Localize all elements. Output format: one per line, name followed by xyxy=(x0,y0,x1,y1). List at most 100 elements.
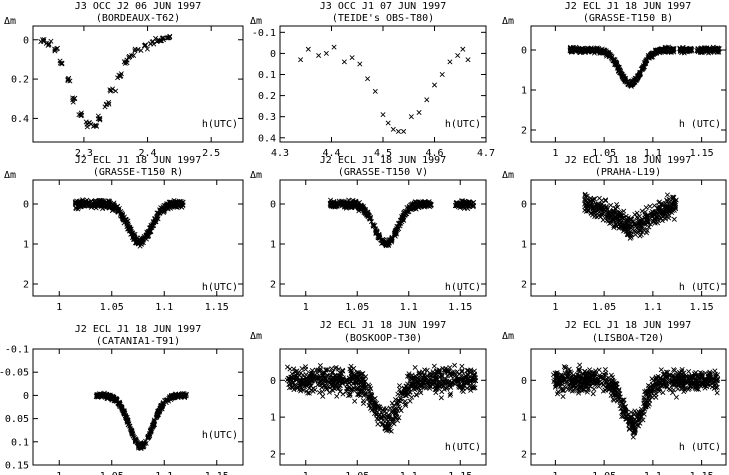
data-point xyxy=(385,120,391,126)
data-point xyxy=(715,48,721,54)
data-point xyxy=(73,206,79,212)
x-tick-label: 1.05 xyxy=(592,302,616,313)
x-tick-label: 4.6 xyxy=(425,148,443,159)
data-point xyxy=(664,192,670,198)
y-tick-label: 0 xyxy=(270,49,276,60)
panel-subtitle: (GRASSE-T150 R) xyxy=(93,167,183,178)
y-tick-label: 2 xyxy=(270,449,276,460)
data-point xyxy=(380,239,386,245)
y-tick-label: 1 xyxy=(521,240,527,251)
data-point xyxy=(699,46,705,52)
data-point xyxy=(605,50,611,56)
data-point xyxy=(385,242,391,248)
data-point xyxy=(359,204,365,210)
y-axis-label: Δm xyxy=(250,170,262,181)
data-point xyxy=(577,49,583,55)
y-tick-label: 0 xyxy=(23,391,29,402)
data-point xyxy=(358,204,364,210)
data-point xyxy=(704,45,710,51)
x-tick-label: 1.15 xyxy=(690,471,714,475)
panel-subtitle: (LISBOA-T20) xyxy=(592,333,664,344)
data-point xyxy=(171,197,177,203)
data-point xyxy=(578,50,584,56)
data-point xyxy=(600,217,606,223)
data-point xyxy=(658,367,664,373)
data-point xyxy=(346,197,352,203)
x-tick-label: 1.15 xyxy=(690,302,714,313)
data-point xyxy=(132,234,138,240)
data-point xyxy=(660,390,666,396)
x-tick-label: 1 xyxy=(552,471,558,475)
data-point xyxy=(455,53,461,59)
data-point xyxy=(159,35,165,41)
data-point xyxy=(161,207,167,213)
data-point xyxy=(94,123,100,129)
data-point xyxy=(95,113,101,119)
y-tick-label: 0.1 xyxy=(11,437,29,448)
x-tick-label: 1.15 xyxy=(205,471,229,475)
panel-subtitle: (PRAHA-L19) xyxy=(595,167,661,178)
data-point xyxy=(410,201,416,207)
data-point xyxy=(665,48,671,54)
data-point xyxy=(712,368,718,374)
data-point xyxy=(316,53,322,59)
data-point xyxy=(678,48,684,54)
x-tick-label: 2.4 xyxy=(139,148,157,159)
x-tick-label: 1 xyxy=(56,471,62,475)
data-point xyxy=(561,364,567,370)
x-tick-label: 4.5 xyxy=(374,148,392,159)
data-point xyxy=(396,220,402,226)
y-tick-label: -0.1 xyxy=(252,28,276,39)
data-point xyxy=(153,219,159,225)
data-point xyxy=(395,128,401,134)
data-point xyxy=(106,203,112,209)
data-point xyxy=(411,204,417,210)
data-point xyxy=(127,54,133,60)
data-point xyxy=(396,226,402,232)
data-point xyxy=(113,88,119,94)
plot-frame xyxy=(32,348,244,466)
y-tick-label: 0.15 xyxy=(5,461,29,472)
y-axis-label: Δm xyxy=(4,16,16,27)
data-point xyxy=(597,49,603,55)
y-tick-label: 2 xyxy=(521,280,527,291)
data-point xyxy=(164,35,170,41)
panel-grasse-r: J2 ECL J1 18 JUN 1997 (GRASSE-T150 R) Δm… xyxy=(4,155,244,297)
data-point xyxy=(587,48,593,54)
x-tick-label: 1.1 xyxy=(400,471,418,475)
data-point xyxy=(368,219,375,225)
y-tick-label: 0 xyxy=(270,376,276,387)
data-point xyxy=(73,201,79,207)
data-point xyxy=(591,386,597,392)
data-point xyxy=(686,368,692,375)
data-point xyxy=(347,201,353,207)
data-point xyxy=(334,393,340,399)
y-axis-label: Δm xyxy=(502,331,514,342)
data-point xyxy=(70,99,76,105)
data-point xyxy=(384,242,390,248)
y-tick-label: 1 xyxy=(521,86,527,97)
data-point xyxy=(329,366,335,372)
data-point xyxy=(601,50,607,56)
data-point xyxy=(640,63,646,69)
data-point xyxy=(714,390,720,396)
y-tick-label: 0.05 xyxy=(5,414,29,425)
x-tick-label: 4.4 xyxy=(322,148,340,159)
data-point xyxy=(125,221,131,227)
panel-lisboa: J2 ECL J1 18 JUN 1997 (LISBOA-T20) Δm h … xyxy=(502,320,727,466)
data-point xyxy=(706,50,712,56)
data-point xyxy=(372,88,378,94)
data-point xyxy=(354,203,360,209)
data-point xyxy=(695,46,701,52)
y-tick-label: 0 xyxy=(23,35,29,46)
data-point xyxy=(132,46,138,52)
data-point xyxy=(52,46,58,52)
y-tick-label: 0.2 xyxy=(258,91,276,102)
data-point xyxy=(647,203,653,209)
data-point xyxy=(349,55,355,61)
data-point xyxy=(124,221,130,227)
data-point xyxy=(608,202,614,208)
data-point xyxy=(667,48,673,54)
x-tick-label: 1.1 xyxy=(644,471,662,475)
data-point xyxy=(630,434,636,440)
